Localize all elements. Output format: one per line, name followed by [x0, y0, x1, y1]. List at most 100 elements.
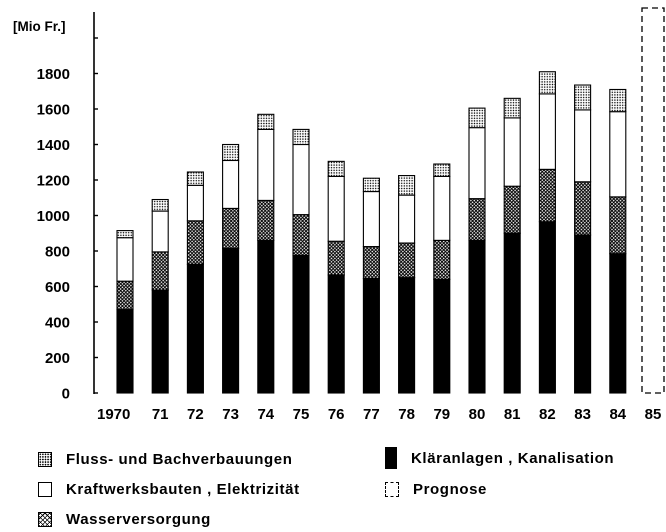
x-tick-label: 85 — [645, 406, 662, 423]
bar-segment — [468, 198, 486, 241]
bar-segment — [503, 97, 521, 119]
bar-segment — [609, 111, 627, 198]
y-tick-label: 200 — [45, 350, 70, 367]
bar-segment — [398, 194, 416, 244]
y-tick-label: 600 — [45, 279, 70, 296]
legend-item-prognose: Prognose — [385, 481, 487, 498]
bar-segment — [538, 168, 556, 223]
bar-segment — [116, 237, 134, 282]
bar-segment — [609, 196, 627, 255]
x-tick-label: 1970 — [97, 406, 130, 423]
bar-segment — [327, 160, 345, 178]
bar-segment — [116, 230, 134, 239]
y-tick-label: 1000 — [37, 208, 70, 225]
dotted-swatch-icon — [38, 452, 52, 467]
x-tick-label: 71 — [152, 406, 169, 423]
bar-segment — [503, 232, 521, 394]
x-tick-label: 78 — [398, 406, 415, 423]
bar-segment — [327, 240, 345, 276]
bar-segment — [362, 277, 380, 394]
x-tick-label: 80 — [469, 406, 486, 423]
bar-segment — [398, 242, 416, 279]
bar-segment — [151, 210, 169, 253]
x-tick-label: 82 — [539, 406, 556, 423]
bar-segment — [574, 84, 592, 111]
bar-segment — [468, 127, 486, 200]
bar-segment — [609, 253, 627, 394]
bar-segment — [468, 107, 486, 129]
bar-segment — [186, 263, 204, 394]
bar-segment — [327, 175, 345, 242]
x-tick-label: 79 — [433, 406, 450, 423]
bar-segment — [151, 251, 169, 291]
x-tick-label: 74 — [257, 406, 274, 423]
legend-item-fluss: Fluss- und Bachverbauungen — [38, 451, 292, 468]
bar-segment — [538, 221, 556, 394]
x-tick-label: 77 — [363, 406, 380, 423]
bar-segment — [222, 143, 240, 162]
legend-item-klaer: Kläranlagen , Kanalisation — [385, 447, 614, 469]
x-tick-label: 76 — [328, 406, 345, 423]
bar-segment — [292, 128, 310, 146]
x-tick-label: 72 — [187, 406, 204, 423]
bar-segment — [574, 181, 592, 236]
bar-segment — [433, 278, 451, 394]
bar-segment — [574, 234, 592, 394]
bar-segment — [222, 247, 240, 394]
x-tick-label: 84 — [609, 406, 626, 423]
bar-segment — [292, 143, 310, 216]
bar-segment — [116, 280, 134, 311]
y-tick-label: 400 — [45, 315, 70, 332]
legend-label-klaer: Kläranlagen , Kanalisation — [411, 449, 615, 467]
legend-item-wasser: Wasserversorgung — [38, 511, 211, 528]
y-axis-label: [Mio Fr.] — [13, 19, 66, 34]
bar-segment — [433, 239, 451, 280]
bar-segment — [222, 207, 240, 249]
bar-segment — [292, 254, 310, 394]
x-axis-labels: 1970 71 72 73 74 75 76 77 78 79 80 81 82 83 84 85 — [97, 406, 661, 423]
bar-segment — [609, 88, 627, 113]
bar-segment — [151, 289, 169, 394]
bar-segment — [186, 171, 204, 186]
x-tick-label: 83 — [574, 406, 591, 423]
bar-segment — [468, 239, 486, 394]
y-tick-label: 800 — [45, 244, 70, 261]
x-tick-label: 81 — [504, 406, 521, 423]
y-tick-label: 1800 — [37, 66, 70, 83]
bar-segment — [257, 239, 275, 394]
bar-segment — [398, 277, 416, 394]
bar-segment — [257, 128, 275, 201]
bar-segment — [362, 190, 380, 248]
bar-segment — [503, 117, 521, 187]
bar-segment — [503, 185, 521, 234]
x-tick-label: 75 — [293, 406, 310, 423]
bar-segment — [327, 274, 345, 394]
bar-segment — [116, 309, 134, 394]
bar-segment — [433, 175, 451, 241]
black-swatch-icon — [385, 447, 397, 469]
bar-segment — [257, 113, 275, 130]
bar-segment — [362, 246, 380, 280]
bar-segment — [186, 220, 204, 265]
crosshatch-swatch-icon — [38, 512, 52, 527]
bar-segment — [292, 214, 310, 256]
legend-label-prognose: Prognose — [413, 481, 487, 498]
bar-segment — [362, 177, 380, 193]
dashed-swatch-icon — [385, 482, 399, 497]
bar-segment — [574, 109, 592, 183]
legend-item-kraftwerk: Kraftwerksbauten , Elektrizität — [38, 481, 300, 498]
bar-segment — [151, 198, 169, 212]
bar-segment — [222, 159, 240, 209]
y-axis: 0 200 400 600 800 1000 1200 1400 1600 1800 [Mio Fr… — [13, 12, 98, 403]
y-tick-label: 1200 — [37, 173, 70, 190]
x-tick-label: 73 — [222, 406, 239, 423]
legend-label-wasser: Wasserversorgung — [66, 511, 211, 528]
legend-label-kraftwerk: Kraftwerksbauten , Elektrizität — [66, 481, 300, 498]
y-tick-label: 0 — [62, 386, 70, 403]
bar-segment — [538, 93, 556, 170]
bar-segment — [398, 175, 416, 196]
legend-label-fluss: Fluss- und Bachverbauungen — [66, 451, 293, 468]
bar-segment — [538, 71, 556, 95]
bar-segment — [433, 163, 451, 177]
